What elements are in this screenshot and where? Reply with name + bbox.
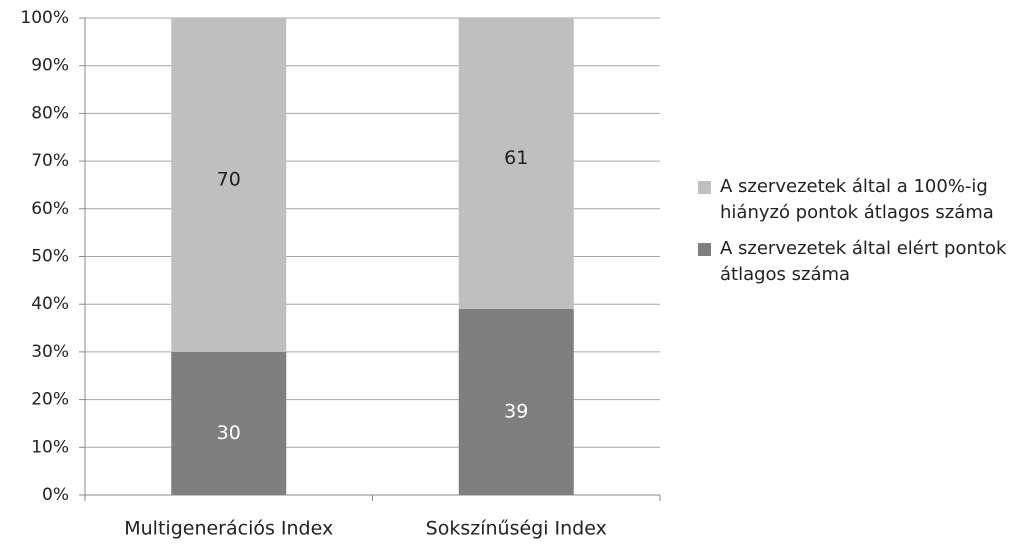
y-tick-label: 90% <box>31 56 69 76</box>
y-tick-label: 60% <box>31 199 69 219</box>
y-tick-label: 30% <box>31 342 69 362</box>
legend-swatch <box>698 243 711 256</box>
data-label: 70 <box>217 168 241 190</box>
legend-label: A szervezetek által elért pontok átlagos… <box>720 238 1007 285</box>
data-label: 39 <box>504 400 528 422</box>
x-tick-label: Multigenerációs Index <box>124 518 333 540</box>
legend-item: A szervezetek által a 100%-ig hiányzó po… <box>698 174 1028 226</box>
y-tick-label: 0% <box>42 485 69 505</box>
bar-segment <box>171 18 287 352</box>
bar-segment <box>458 18 574 309</box>
x-tick-label: Sokszínűségi Index <box>426 518 607 540</box>
data-label: 61 <box>504 147 528 169</box>
bar-segment <box>458 308 574 495</box>
legend-item: A szervezetek által elért pontok átlagos… <box>698 236 1028 288</box>
legend: A szervezetek által a 100%-ig hiányzó po… <box>698 174 1028 298</box>
y-tick-label: 20% <box>31 390 69 410</box>
data-label: 30 <box>217 422 241 444</box>
y-tick-label: 80% <box>31 103 69 123</box>
y-tick-label: 40% <box>31 294 69 314</box>
y-tick-label: 70% <box>31 151 69 171</box>
y-tick-label: 10% <box>31 437 69 457</box>
legend-swatch <box>698 181 711 194</box>
legend-label: A szervezetek által a 100%-ig hiányzó po… <box>720 176 994 223</box>
y-tick-label: 50% <box>31 247 69 267</box>
bar-segment <box>171 351 287 495</box>
y-tick-label: 100% <box>20 8 69 28</box>
